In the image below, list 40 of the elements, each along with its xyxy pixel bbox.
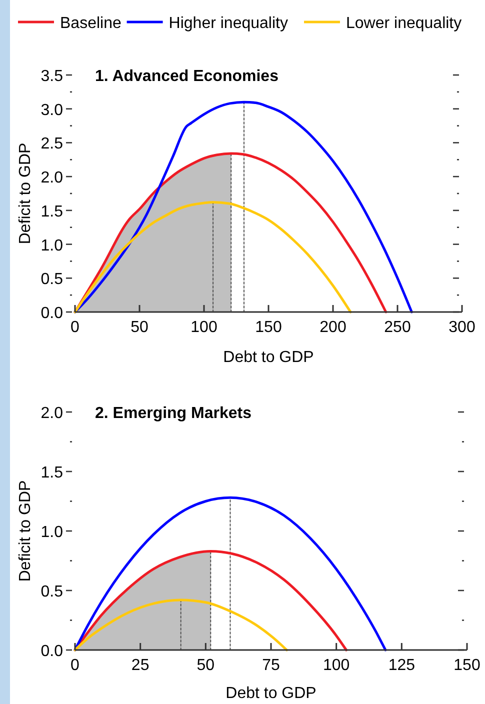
y-axis-title: Deficit to GDP — [17, 480, 34, 582]
x-tick-label: 25 — [131, 657, 150, 674]
x-tick-label: 75 — [262, 657, 280, 674]
line-series — [74, 598, 288, 652]
x-axis-title: Debt to GDP — [223, 349, 314, 366]
x-tick-label: 100 — [322, 657, 350, 674]
y-tick-label: 3.0 — [40, 102, 64, 119]
y-tick-label: 0.0 — [40, 643, 64, 660]
chart-title: 2. Emerging Markets — [95, 405, 252, 422]
x-tick-label: 200 — [320, 319, 346, 336]
x-tick-label: 0 — [70, 657, 80, 674]
line-series — [74, 152, 388, 314]
x-axis-title: Debt to GDP — [226, 685, 316, 702]
x-tick-label: 0 — [70, 319, 80, 336]
x-tick-label: 250 — [384, 319, 411, 336]
line-series — [74, 496, 387, 652]
x-tick-label: 125 — [388, 657, 416, 674]
legend-label: Higher inequality — [168, 15, 288, 32]
y-tick-label: 1.0 — [40, 237, 64, 254]
y-tick-label: 0.5 — [40, 584, 64, 600]
y-tick-label: 2.0 — [40, 170, 64, 187]
x-tick-label: 50 — [196, 657, 215, 674]
y-axis-title: Deficit to GDP — [17, 142, 34, 244]
x-tick-label: 50 — [130, 319, 148, 336]
legend-label: Lower inequality — [346, 15, 462, 32]
x-tick-label: 300 — [448, 319, 476, 336]
x-tick-label: 150 — [255, 319, 282, 336]
y-tick-label: 0.5 — [40, 271, 64, 288]
chart-title: 1. Advanced Economies — [95, 68, 279, 85]
y-tick-label: 3.5 — [40, 68, 64, 85]
y-tick-label: 1.5 — [40, 203, 64, 220]
y-tick-label: 1.5 — [40, 464, 64, 482]
y-tick-label: 1.0 — [40, 524, 64, 541]
y-tick-label: 0.0 — [40, 305, 64, 322]
legend-label: Baseline — [60, 15, 122, 32]
x-tick-label: 150 — [454, 657, 480, 674]
y-tick-label: 2.0 — [40, 405, 64, 422]
x-tick-label: 100 — [190, 319, 218, 336]
y-tick-label: 2.5 — [40, 136, 64, 153]
line-series — [74, 201, 352, 314]
